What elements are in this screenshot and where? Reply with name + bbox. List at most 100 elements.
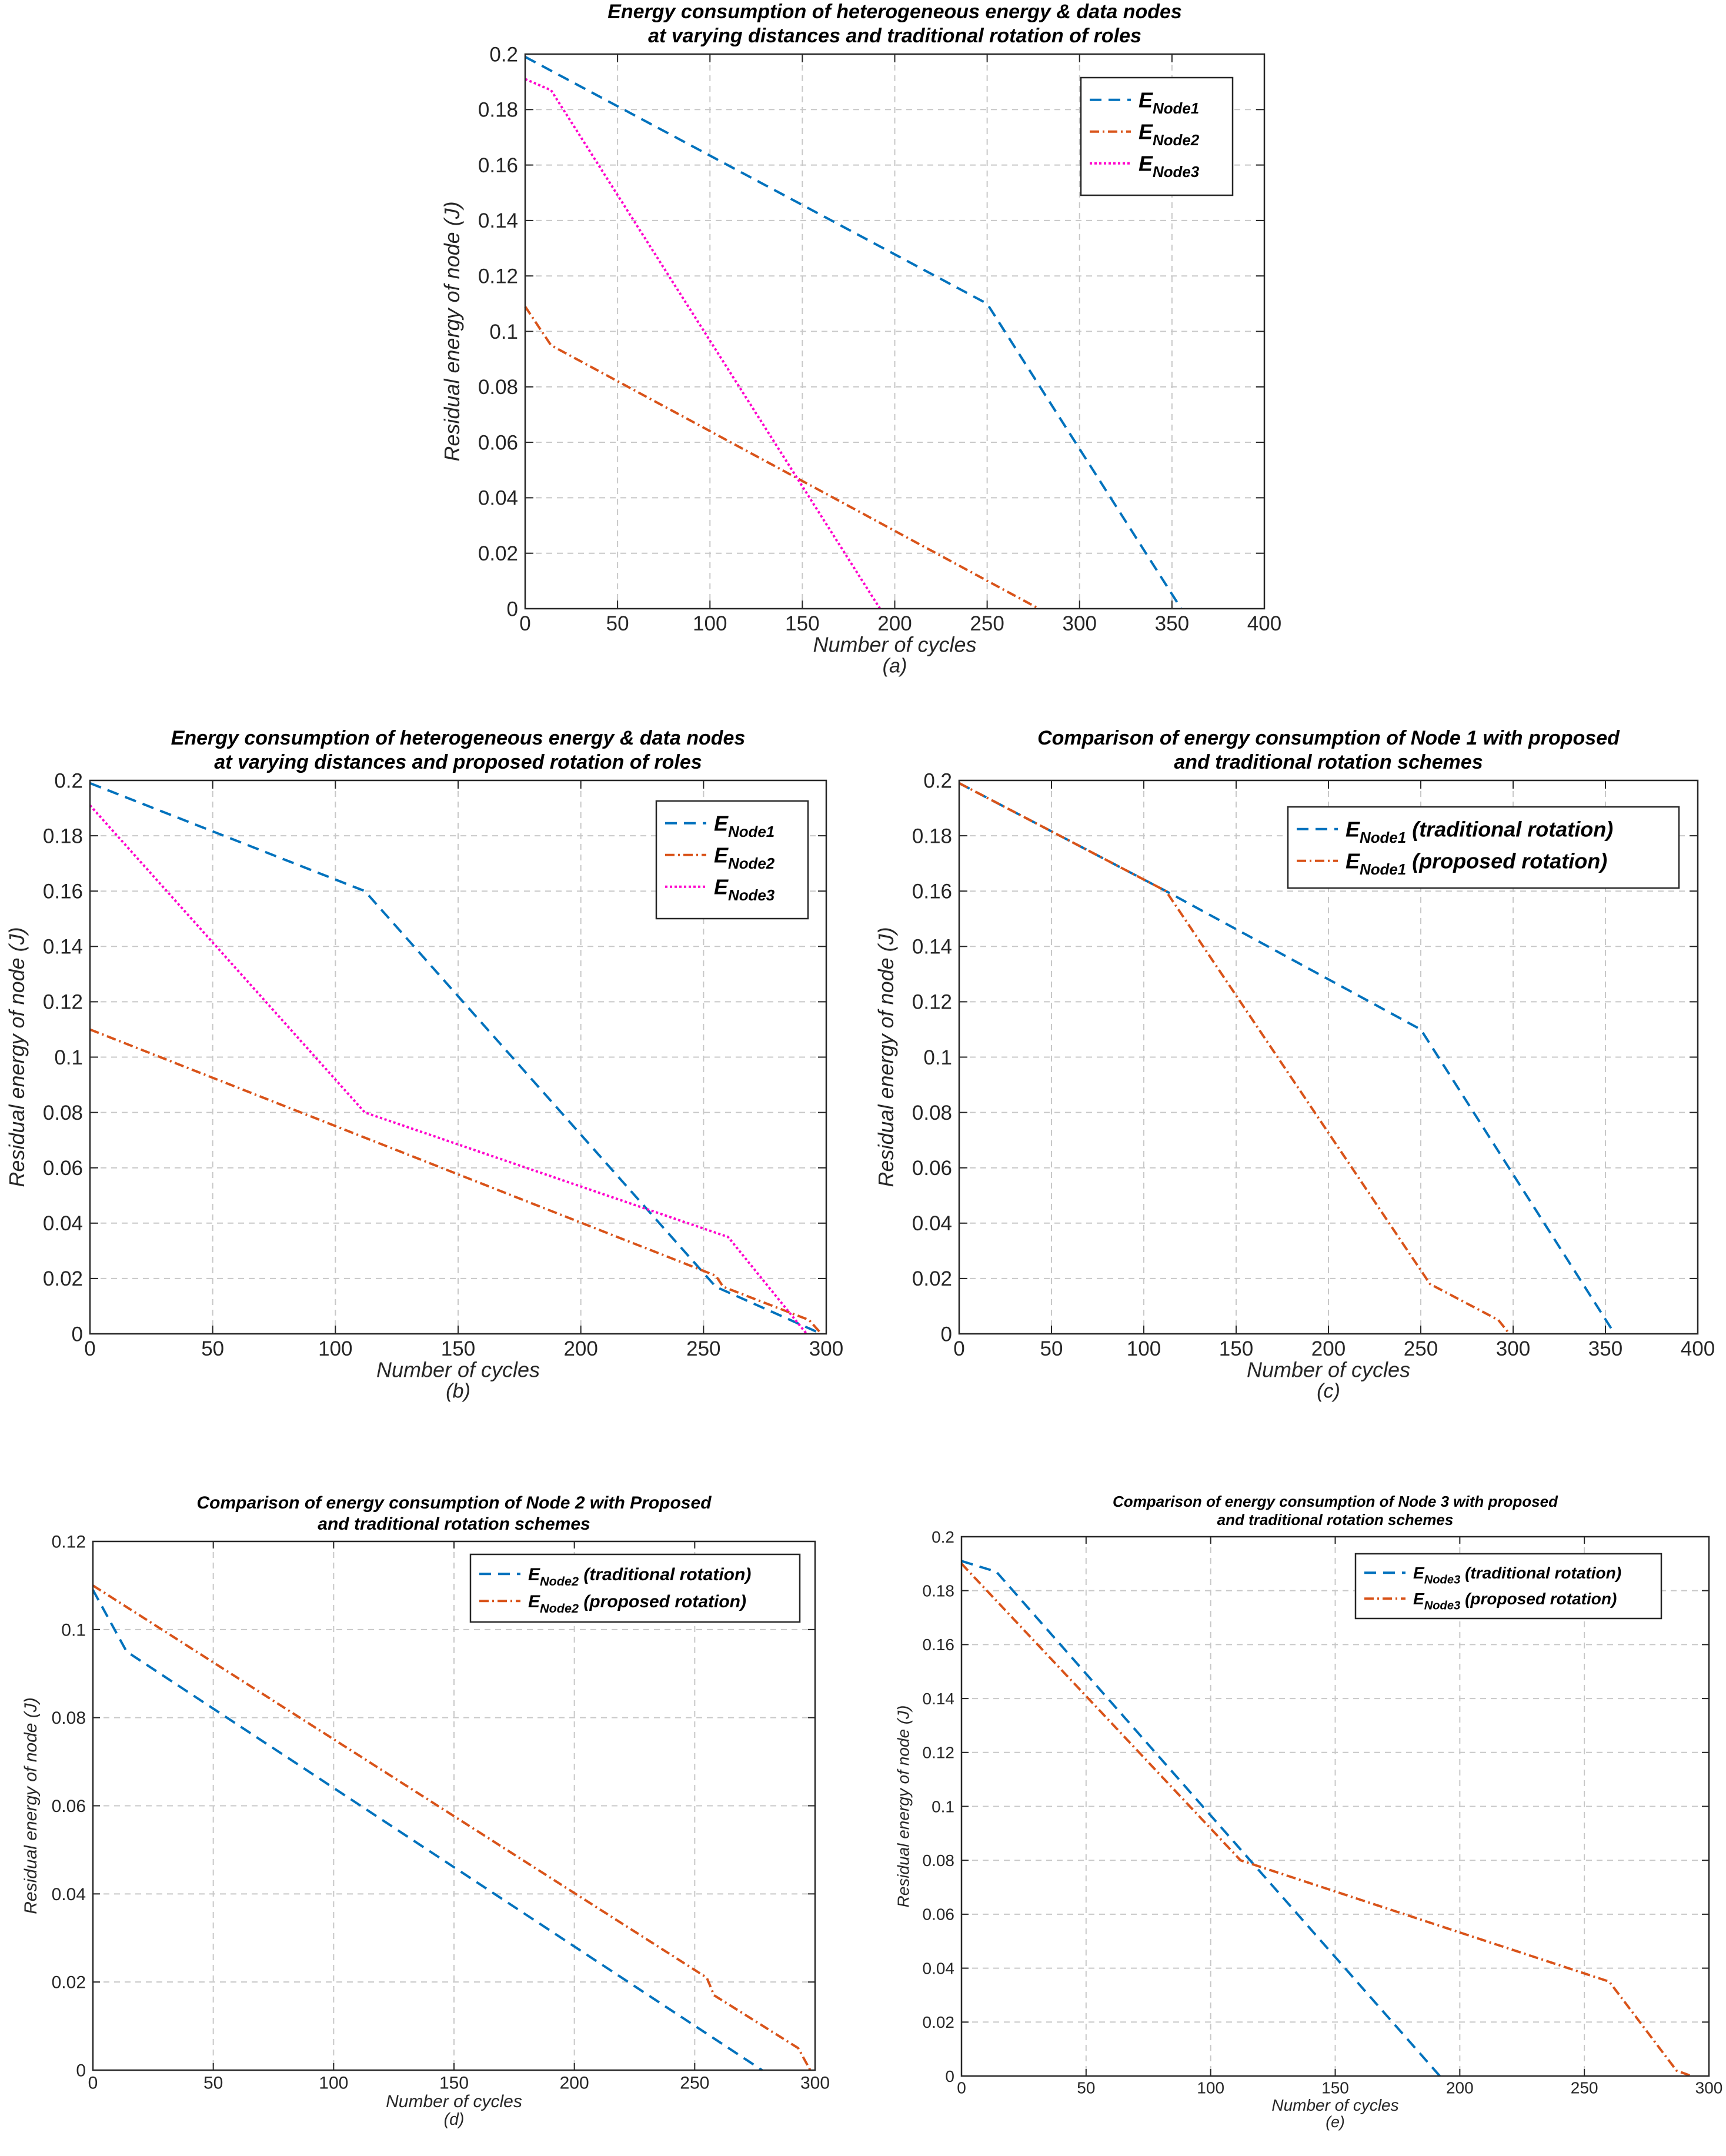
legend-entry-name: E: [1346, 817, 1360, 841]
legend-entry-subscript: Node1: [1153, 101, 1199, 117]
x-tick-label: 150: [785, 612, 819, 635]
x-tick-label: 300: [809, 1337, 843, 1360]
y-tick-label: 0.02: [923, 2013, 955, 2031]
legend-entry-subscript: Node3: [1153, 164, 1200, 181]
legend-entry-suffix: (traditional rotation): [579, 1565, 751, 1584]
x-tick-label: 250: [1571, 2078, 1598, 2097]
legend-entry-subscript: Node1: [1360, 862, 1406, 878]
legend-entry: ENode1: [714, 811, 774, 840]
legend-entry-subscript: Node3: [728, 887, 775, 904]
x-tick-label: 100: [693, 612, 727, 635]
x-tick-label: 100: [319, 2074, 348, 2093]
y-tick-label: 0.02: [912, 1267, 952, 1290]
x-tick-label: 250: [970, 612, 1004, 635]
legend-entry-name: E: [714, 811, 729, 835]
y-axis-label: Residual energy of node (J): [21, 1697, 41, 1914]
x-tick-label: 50: [606, 612, 629, 635]
y-tick-label: 0.06: [912, 1157, 952, 1180]
x-axis-label: Number of cycles: [376, 1358, 540, 1382]
legend-entry-suffix: (proposed rotation): [579, 1592, 746, 1611]
x-tick-label: 0: [519, 612, 530, 635]
y-tick-label: 0: [72, 1323, 83, 1346]
x-tick-label: 0: [88, 2074, 98, 2093]
axes-box: [89, 779, 827, 1335]
y-tick-label: 0.18: [923, 1582, 955, 1600]
x-axis-label: Number of cycles: [813, 633, 976, 657]
y-tick-label: 0.14: [912, 936, 952, 959]
panel-label: (a): [883, 655, 907, 677]
x-tick-label: 0: [957, 2078, 966, 2097]
x-tick-label: 300: [800, 2074, 830, 2093]
legend-entry-name: E: [1139, 88, 1153, 112]
y-tick-label: 0.12: [478, 265, 518, 288]
y-tick-label: 0.1: [489, 321, 518, 343]
y-tick-label: 0.06: [52, 1797, 86, 1816]
x-tick-label: 200: [563, 1337, 597, 1360]
y-tick-label: 0.08: [478, 376, 518, 399]
series-line-node2-traditional: [92, 1589, 763, 2071]
panel-label: (d): [444, 2110, 465, 2129]
x-axis-label: Number of cycles: [386, 2092, 522, 2111]
legend-entry-name: E: [1413, 1564, 1425, 1582]
y-tick-label: 0.2: [932, 1528, 954, 1546]
x-tick-label: 150: [1321, 2078, 1349, 2097]
legend-entry: ENode2 (traditional rotation): [528, 1565, 751, 1588]
y-tick-label: 0.18: [478, 99, 518, 122]
chart-b: 0 50 100 150 200 250 300 0 0.02 0.04 0.06 0.08 0.1 0.…: [5, 727, 843, 1402]
legend-box: [655, 800, 809, 920]
x-tick-label: 200: [560, 2074, 589, 2093]
axes-box: [92, 1540, 816, 2071]
y-tick-label: 0.2: [489, 43, 518, 66]
y-tick-label: 0.2: [54, 769, 83, 792]
chart-title-line: Energy consumption of heterogeneous ener…: [171, 727, 746, 749]
x-tick-label: 150: [1219, 1337, 1253, 1360]
axes-box: [958, 779, 1699, 1335]
chart-title-line: at varying distances and traditional rot…: [648, 25, 1141, 47]
x-tick-label: 100: [318, 1337, 352, 1360]
y-tick-label: 0: [76, 2061, 86, 2081]
chart-title-line: Comparison of energy consumption of Node…: [196, 1493, 712, 1513]
series-line-node1-proposed: [959, 782, 1511, 1335]
chart-title-line: and traditional rotation schemes: [1217, 1511, 1454, 1528]
panel-label: (b): [446, 1380, 470, 1403]
x-tick-label: 350: [1155, 612, 1189, 635]
x-tick-label: 200: [1446, 2078, 1474, 2097]
chart-e: 0 50 100 150 200 250 300 0 0.02 0.04 0.06 0.08 0.1 0.…: [894, 1493, 1722, 2131]
x-tick-label: 250: [680, 2074, 709, 2093]
y-tick-label: 0.08: [912, 1102, 952, 1124]
y-axis-label: Residual energy of node (J): [894, 1706, 912, 1908]
y-tick-label: 0.16: [43, 880, 83, 903]
legend-box: [469, 1553, 801, 1623]
y-tick-label: 0.02: [478, 542, 518, 565]
chart-a: 0 50 100 150 200 250 300 350 400 0 0.02 0.04 0.06 0.0…: [440, 1, 1281, 677]
x-tick-label: 250: [686, 1337, 720, 1360]
legend-box: [1287, 806, 1680, 889]
chart-title-line: and traditional rotation schemes: [1174, 751, 1483, 773]
x-axis-label: Number of cycles: [1247, 1358, 1410, 1382]
legend-entry-name: E: [1413, 1590, 1425, 1608]
legend-entry-suffix: (traditional rotation): [1460, 1564, 1621, 1582]
legend-entry-subscript: Node1: [1360, 830, 1406, 846]
legend-entry-name: E: [714, 875, 729, 899]
y-tick-label: 0.14: [478, 209, 518, 232]
y-tick-label: 0.18: [43, 825, 83, 847]
chart-title-line: at varying distances and proposed rotati…: [214, 751, 702, 773]
chart-title-line: and traditional rotation schemes: [318, 1514, 590, 1534]
y-tick-label: 0.1: [54, 1046, 83, 1069]
x-tick-label: 50: [201, 1337, 224, 1360]
legend-entry-name: E: [1139, 151, 1153, 175]
x-tick-label: 200: [1311, 1337, 1346, 1360]
x-tick-label: 150: [441, 1337, 475, 1360]
y-tick-label: 0.14: [43, 936, 83, 959]
legend-entry-name: E: [1346, 849, 1360, 873]
y-tick-label: 0.12: [52, 1533, 86, 1552]
x-tick-label: 200: [877, 612, 912, 635]
y-tick-label: 0.06: [43, 1157, 83, 1180]
series-line-node3: [525, 78, 882, 610]
x-tick-label: 300: [1496, 1337, 1530, 1360]
x-tick-label: 50: [1040, 1337, 1063, 1360]
legend-entry: ENode2: [1139, 119, 1200, 149]
chart-title-line: Comparison of energy consumption of Node…: [1037, 727, 1620, 749]
